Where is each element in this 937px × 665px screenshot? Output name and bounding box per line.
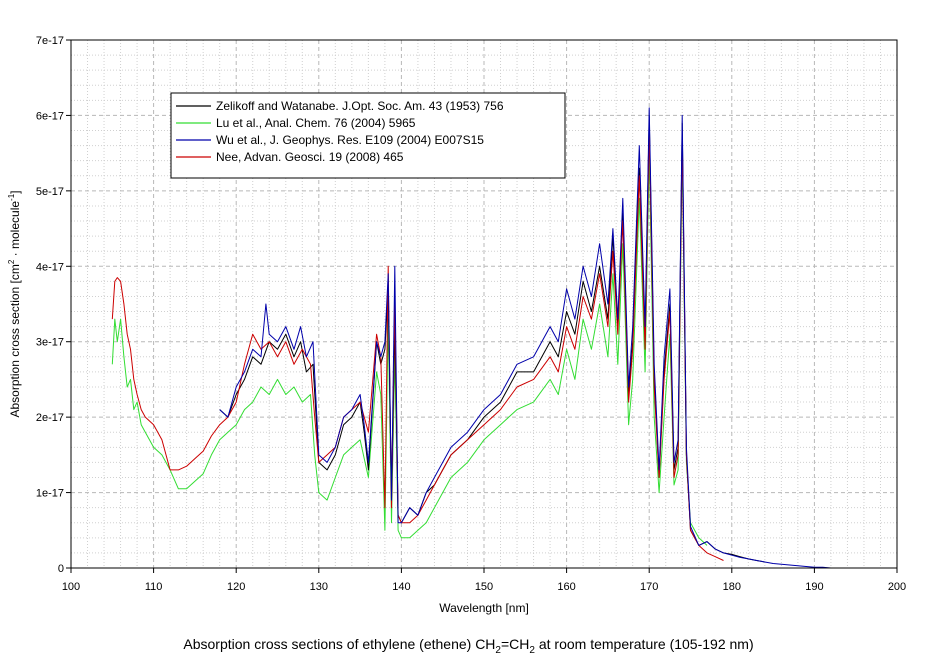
y-tick-label: 4e-17 xyxy=(36,261,64,273)
x-tick-label: 110 xyxy=(145,581,163,593)
series-line-3 xyxy=(111,130,724,561)
x-tick-label: 180 xyxy=(723,581,741,593)
y-axis-title-part-3: ] xyxy=(8,190,22,193)
x-tick-label: 100 xyxy=(62,581,80,593)
x-axis-ticks: 100 110 120 130 140 150 160 170 180 190 200 xyxy=(62,568,906,593)
y-axis-title-part-1: Absorption cross section [cm xyxy=(8,264,22,417)
legend-label-0: Zelikoff and Watanabe. J.Opt. Soc. Am. 4… xyxy=(216,99,504,113)
caption-text-3: at room temperature (105-192 nm) xyxy=(534,636,754,652)
y-axis-ticks: 0 1e-17 2e-17 3e-17 4e-17 5e-17 6e-17 7e-17 xyxy=(36,35,71,575)
caption-sub-2: 2 xyxy=(529,644,535,656)
y-tick-label: 5e-17 xyxy=(36,186,64,198)
y-tick-label: 1e-17 xyxy=(36,488,64,500)
x-axis-title: Wavelength [nm] xyxy=(439,601,529,615)
x-tick-label: 170 xyxy=(640,581,658,593)
y-axis-title-sup-minus-1: -1 xyxy=(7,193,16,201)
y-axis-title-sup-2: 2 xyxy=(7,259,16,264)
y-tick-label: 6e-17 xyxy=(36,110,64,122)
x-tick-label: 190 xyxy=(805,581,823,593)
legend-label-1: Lu et al., Anal. Chem. 76 (2004) 5965 xyxy=(216,116,416,130)
series-line-0 xyxy=(219,114,765,563)
legend-items: Zelikoff and Watanabe. J.Opt. Soc. Am. 4… xyxy=(176,99,504,164)
y-tick-label: 7e-17 xyxy=(36,35,64,47)
y-tick-label: 3e-17 xyxy=(36,337,64,349)
caption-text-2: =CH xyxy=(500,636,530,652)
y-tick-label: 2e-17 xyxy=(36,412,64,424)
legend-box xyxy=(170,92,566,179)
series-layer xyxy=(111,107,831,569)
series-line-2 xyxy=(219,107,831,569)
y-tick-label: 0 xyxy=(58,563,64,575)
chart-caption: Absorption cross sections of ethylene (e… xyxy=(0,636,937,656)
legend-label-2: Wu et al., J. Geophys. Res. E109 (2004) … xyxy=(216,133,484,147)
x-tick-label: 140 xyxy=(392,581,410,593)
caption-text-1: Absorption cross sections of ethylene (e… xyxy=(183,636,496,652)
y-axis-title-part-2: · molecule xyxy=(8,201,22,260)
x-tick-label: 200 xyxy=(888,581,906,593)
y-axis-title: Absorption cross section [cm2 · molecule… xyxy=(7,190,22,417)
x-tick-label: 160 xyxy=(557,581,575,593)
x-tick-label: 130 xyxy=(310,581,328,593)
caption-sub-1: 2 xyxy=(495,644,501,656)
x-tick-label: 150 xyxy=(475,581,493,593)
x-tick-label: 120 xyxy=(227,581,245,593)
legend-label-3: Nee, Advan. Geosci. 19 (2008) 465 xyxy=(216,150,404,164)
legend: Zelikoff and Watanabe. J.Opt. Soc. Am. 4… xyxy=(170,92,566,179)
